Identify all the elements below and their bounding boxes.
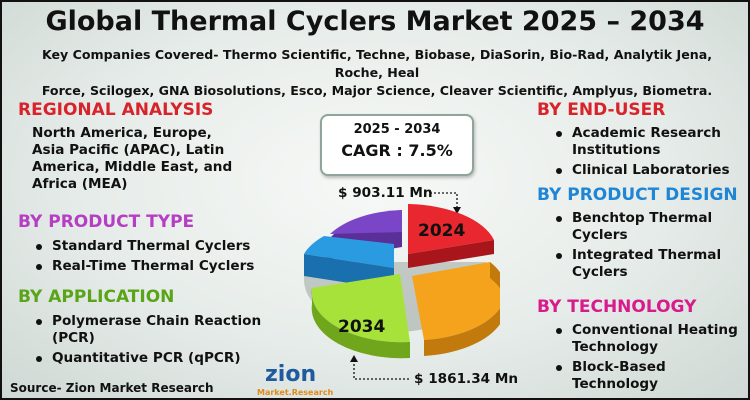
pie-slice-red [408,204,494,254]
cagr-box: 2025 - 2034 CAGR : 7.5% [320,114,474,176]
cagr-years: 2025 - 2034 [353,122,441,137]
list-item-line: Polymerase Chain Reaction [52,313,262,329]
pie-label-2024: 2024 [418,221,465,241]
page-title: Global Thermal Cyclers Market 2025 – 203… [45,6,705,37]
pie-label-2034: 2034 [338,317,385,337]
list-item-line: Conventional Heating [572,322,738,338]
list-item-line: Cyclers [572,264,628,280]
pie-slice-purple [330,210,402,234]
technology-list: Conventional Heating Technology Block-Ba… [552,322,738,396]
key-companies-line-2: Force, Scilogex, GNA Biosolutions, Esco,… [41,83,713,98]
product-design-list: Benchtop Thermal Cyclers Integrated Ther… [552,210,721,284]
technology-heading: BY TECHNOLOGY [537,297,697,317]
market-2034-value: $ 1861.34 Mn [414,371,519,387]
list-item: Real-Time Thermal Cyclers [32,258,254,275]
source-note: Source- Zion Market Research [10,381,214,395]
pie-slice-blue [304,236,394,268]
regional-line: Africa (MEA) [32,176,128,192]
pie-slice-green-side [311,288,410,359]
list-item: Block-Based Technology [552,359,738,393]
logo-wordmark: zion [265,362,317,387]
pie-slice-green [311,274,410,343]
list-item-line: Clinical Laboratories [572,162,730,178]
key-companies-line-1: Key Companies Covered- Thermo Scientific… [41,47,713,80]
list-item-line: Integrated Thermal [572,247,722,263]
list-item: Benchtop Thermal Cyclers [552,210,721,244]
leader-line-2034 [353,360,410,380]
cagr-value: CAGR : 7.5% [341,141,453,160]
list-item-line: Technology [572,376,659,392]
product-type-list: Standard Thermal Cyclers Real-Time Therm… [32,238,254,278]
list-item-line: Block-Based [572,359,666,375]
list-item: Integrated Thermal Cyclers [552,247,721,281]
pie-slice-orange [412,262,500,340]
regional-line: North America, Europe, [32,125,212,141]
pie-graphic: 2024 2034 [304,204,500,359]
regional-analysis-heading: REGIONAL ANALYSIS [18,100,214,120]
market-2024-value: $ 903.11 Mn [338,185,433,201]
end-user-list: Academic Research Institutions Clinical … [552,125,730,182]
list-item-line: Institutions [572,142,661,158]
list-item: Clinical Laboratories [552,162,730,179]
list-item-line: Academic Research [572,125,721,141]
list-item-line: Benchtop Thermal [572,210,713,226]
regional-line: Asia Pacific (APAC), Latin [32,142,225,158]
list-item: Quantitative PCR (qPCR) [32,350,261,367]
list-item: Academic Research Institutions [552,125,730,159]
product-design-heading: BY PRODUCT DESIGN [537,185,738,205]
pie-slice-orange-side [424,262,500,356]
list-item: Polymerase Chain Reaction (PCR) [32,313,261,347]
product-type-heading: BY PRODUCT TYPE [18,212,195,232]
zion-logo: zion Market.Research [257,362,334,398]
pie-slice-red-side [408,240,494,268]
list-item: Standard Thermal Cyclers [32,238,254,255]
list-item-line: Cyclers [572,227,628,243]
application-heading: BY APPLICATION [18,287,175,307]
application-list: Polymerase Chain Reaction (PCR) Quantita… [32,313,261,370]
logo-subtext: Market.Research [257,388,334,397]
regional-line: America, Middle East, and [32,159,233,175]
end-user-heading: BY END-USER [537,100,666,120]
list-item-line: (PCR) [52,330,95,346]
regional-analysis-text: North America, Europe, Asia Pacific (APA… [32,125,232,193]
key-companies: Key Companies Covered- Thermo Scientific… [20,46,734,100]
list-item-line: Technology [572,339,659,355]
list-item: Conventional Heating Technology [552,322,738,356]
list-item-line: Quantitative PCR (qPCR) [52,350,241,366]
